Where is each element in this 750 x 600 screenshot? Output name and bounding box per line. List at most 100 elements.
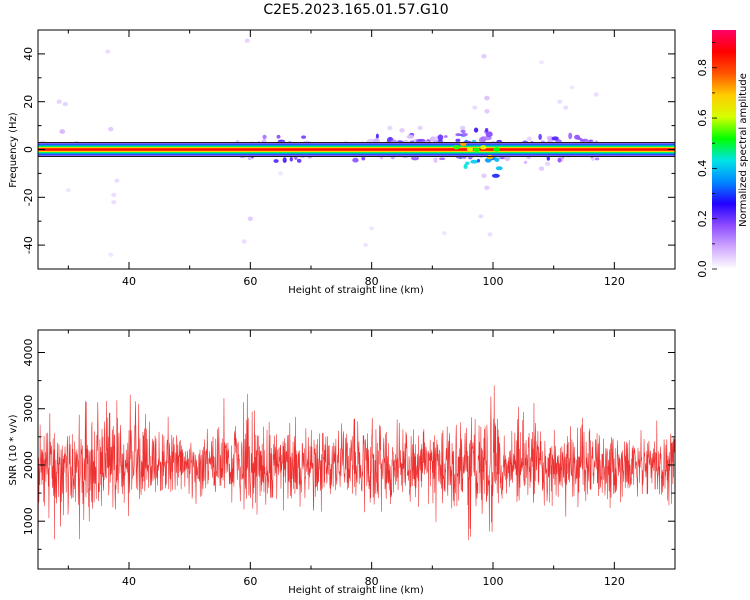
spectral-feature — [465, 161, 470, 165]
spectral-feature — [410, 156, 420, 161]
spectral-feature — [352, 157, 359, 163]
colorbar-tick-label: 0.8 — [696, 59, 709, 77]
colorbar-tick-label: 0.6 — [696, 109, 709, 127]
snr-marks — [38, 385, 675, 541]
spectral-feature — [442, 231, 447, 236]
spectral-feature — [282, 157, 287, 163]
spectral-feature — [443, 135, 448, 138]
spectral-feature — [289, 156, 293, 162]
spectrogram-ticks: 40 60 80 100 120 -40 -20 0 20 40 — [22, 29, 676, 288]
spectral-feature — [463, 163, 468, 170]
spectral-feature — [478, 137, 484, 143]
spectral-feature — [108, 126, 114, 132]
spectral-feature — [455, 133, 462, 137]
snr-ticks: 40 60 80 100 120 1000 2000 3000 4000 — [22, 330, 676, 588]
colorbar: 0.0 0.2 0.4 0.6 0.8 Normalized spectral ampl… — [696, 30, 749, 278]
spectral-feature — [476, 158, 481, 163]
snr-panel: 40 60 80 100 120 1000 2000 3000 4000 Height of s… — [8, 329, 676, 596]
spectral-feature — [247, 216, 254, 222]
spectral-feature — [495, 166, 503, 171]
snr-x-tick-label: 100 — [483, 575, 504, 588]
spectral-feature — [437, 134, 444, 141]
colorbar-label: Normalized spectral amplitude — [738, 73, 749, 227]
spectral-feature — [369, 226, 375, 231]
spectral-feature — [262, 134, 267, 140]
spectral-feature — [461, 132, 468, 137]
spectral-feature — [361, 156, 366, 161]
spectral-feature — [406, 134, 415, 139]
spectral-feature — [481, 173, 487, 179]
snr-y-tick-label: 2000 — [22, 451, 35, 479]
colorbar-tick-label: 0.2 — [696, 210, 709, 228]
spectral-feature — [276, 134, 281, 139]
spectral-feature — [62, 101, 68, 107]
spectrogram-panel: 40 60 80 100 120 -40 -20 0 20 40 Height of straig… — [8, 29, 676, 296]
spectral-feature — [247, 156, 252, 161]
snr-x-tick-label: 60 — [243, 575, 257, 588]
spectral-feature — [473, 127, 479, 133]
ridge-band — [38, 148, 675, 151]
spectral-feature — [111, 199, 117, 205]
spectral-feature — [59, 129, 66, 135]
snr-frame — [37, 329, 676, 570]
spectral-feature — [485, 131, 493, 138]
spectrogram-x-tick-label: 80 — [365, 275, 379, 288]
snr-y-axis-label: SNR (10 * v/v) — [8, 414, 19, 485]
snr-x-tick-label: 120 — [604, 575, 625, 588]
colorbar-tick-label: 0.0 — [696, 260, 709, 278]
spectral-feature — [105, 49, 111, 54]
colorbar-gradient — [712, 30, 736, 269]
spectral-feature — [487, 232, 493, 237]
spectral-feature — [545, 161, 551, 167]
spectral-feature — [459, 125, 466, 131]
spectral-feature — [301, 135, 307, 139]
spectral-feature — [399, 128, 405, 133]
chart-title: C2E5.2023.165.01.57.G10 — [263, 2, 448, 18]
snr-x-tick-label: 40 — [122, 575, 136, 588]
spectral-feature — [484, 108, 490, 114]
spectrogram-y-tick-label: -40 — [22, 236, 35, 254]
spectral-feature — [579, 139, 585, 142]
ridge-wiggle — [466, 147, 474, 152]
spectral-feature — [375, 133, 379, 139]
spectral-feature — [557, 99, 563, 104]
snr-y-tick-label: 1000 — [22, 507, 35, 535]
spectral-feature — [65, 188, 71, 193]
spectral-feature — [484, 185, 490, 191]
spectral-feature — [593, 92, 599, 97]
spectral-feature — [538, 166, 545, 171]
spectral-feature — [539, 60, 544, 65]
snr-y-tick-label: 3000 — [22, 395, 35, 423]
spectrogram-y-tick-label: -20 — [22, 188, 35, 206]
spectral-feature — [114, 178, 120, 183]
spectral-feature — [494, 157, 500, 162]
spectral-feature — [387, 125, 393, 131]
snr-x-tick-label: 80 — [365, 575, 379, 588]
spectral-feature — [568, 132, 573, 140]
spectral-feature — [108, 252, 114, 257]
ridge-wiggle — [480, 145, 487, 150]
spectrogram-x-axis-label: Height of straight line (km) — [288, 285, 424, 296]
spectrogram-y-axis-label: Frequency (Hz) — [8, 112, 19, 188]
ridge-wiggle — [486, 154, 494, 160]
spectral-feature — [363, 243, 369, 248]
spectral-feature — [523, 160, 528, 164]
spectral-feature — [551, 136, 559, 141]
spectral-feature — [538, 133, 542, 140]
spectral-feature — [557, 157, 562, 163]
spectral-feature — [460, 129, 466, 134]
spectral-feature — [472, 105, 478, 110]
spectrogram-y-tick-label: 20 — [22, 95, 35, 109]
spectral-feature — [56, 99, 62, 104]
spectrogram-x-tick-label: 60 — [243, 275, 257, 288]
spectral-feature — [439, 157, 446, 161]
snr-series-line — [38, 385, 675, 541]
ridge-wiggle — [493, 147, 500, 152]
spectral-feature — [417, 125, 423, 131]
spectral-feature — [481, 54, 487, 59]
snr-y-tick-label: 4000 — [22, 338, 35, 366]
spectral-feature — [478, 214, 484, 219]
spectrogram-y-tick-label: 40 — [22, 47, 35, 61]
spectral-feature — [244, 38, 250, 43]
